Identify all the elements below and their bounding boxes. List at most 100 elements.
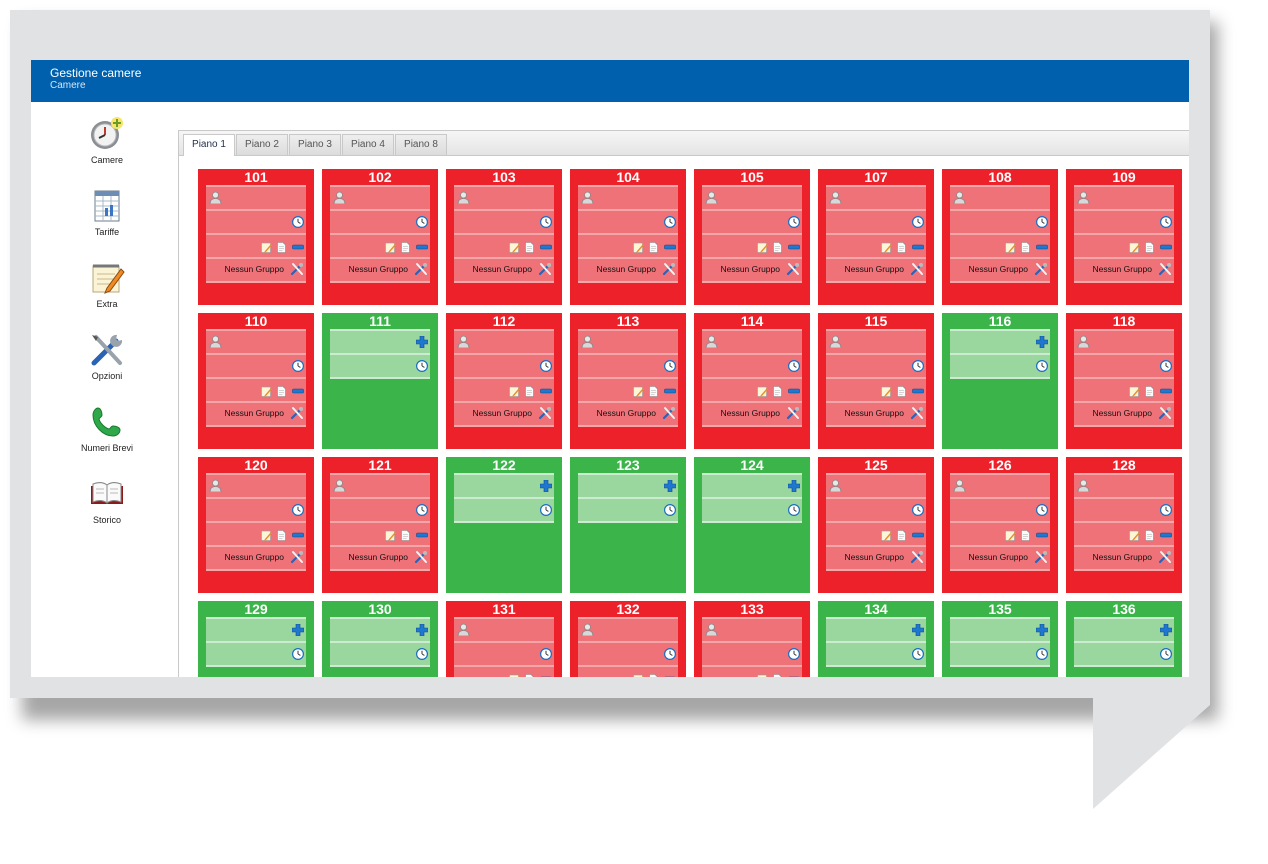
room-card[interactable]: 125 Nessun Gruppo xyxy=(818,457,934,593)
document-icon[interactable] xyxy=(1020,240,1031,253)
clock-icon[interactable] xyxy=(539,215,553,229)
room-card[interactable]: 104 Nessun Gruppo xyxy=(570,169,686,305)
minus-icon[interactable] xyxy=(540,384,552,396)
tools-icon[interactable] xyxy=(1158,406,1172,420)
room-card[interactable]: 115 Nessun Gruppo xyxy=(818,313,934,449)
clock-icon[interactable] xyxy=(1159,215,1173,229)
plus-icon[interactable] xyxy=(1035,623,1049,637)
clock-icon[interactable] xyxy=(1035,359,1049,373)
clock-icon[interactable] xyxy=(539,647,553,661)
document-icon[interactable] xyxy=(648,240,659,253)
tools-icon[interactable] xyxy=(1158,550,1172,564)
edit-note-icon[interactable] xyxy=(633,672,644,677)
clock-icon[interactable] xyxy=(415,503,429,517)
document-icon[interactable] xyxy=(276,528,287,541)
clock-icon[interactable] xyxy=(1159,647,1173,661)
edit-note-icon[interactable] xyxy=(1129,240,1140,253)
edit-note-icon[interactable] xyxy=(385,528,396,541)
clock-icon[interactable] xyxy=(911,503,925,517)
room-card[interactable]: 131Nessun Gruppo xyxy=(446,601,562,677)
room-card[interactable]: 132Nessun Gruppo xyxy=(570,601,686,677)
plus-icon[interactable] xyxy=(539,479,553,493)
room-card[interactable]: 121 Nessun Gruppo xyxy=(322,457,438,593)
room-card[interactable]: 114 Nessun Gruppo xyxy=(694,313,810,449)
room-card[interactable]: 124 xyxy=(694,457,810,593)
tab-piano-2[interactable]: Piano 2 xyxy=(236,134,288,155)
sidebar-item-opzioni[interactable]: Opzioni xyxy=(57,332,157,392)
room-card[interactable]: 105 Nessun Gruppo xyxy=(694,169,810,305)
document-icon[interactable] xyxy=(1020,528,1031,541)
edit-note-icon[interactable] xyxy=(1129,384,1140,397)
edit-note-icon[interactable] xyxy=(881,384,892,397)
minus-icon[interactable] xyxy=(664,384,676,396)
minus-icon[interactable] xyxy=(540,240,552,252)
room-card[interactable]: 120 Nessun Gruppo xyxy=(198,457,314,593)
room-card[interactable]: 126 Nessun Gruppo xyxy=(942,457,1058,593)
clock-icon[interactable] xyxy=(291,215,305,229)
plus-icon[interactable] xyxy=(787,479,801,493)
room-card[interactable]: 136 xyxy=(1066,601,1182,677)
sidebar-item-storico[interactable]: Storico xyxy=(57,476,157,536)
room-card[interactable]: 103 Nessun Gruppo xyxy=(446,169,562,305)
tools-icon[interactable] xyxy=(414,262,428,276)
clock-icon[interactable] xyxy=(415,647,429,661)
edit-note-icon[interactable] xyxy=(509,672,520,677)
room-card[interactable]: 129 xyxy=(198,601,314,677)
plus-icon[interactable] xyxy=(1035,335,1049,349)
tools-icon[interactable] xyxy=(662,262,676,276)
tools-icon[interactable] xyxy=(1034,550,1048,564)
clock-icon[interactable] xyxy=(663,215,677,229)
clock-icon[interactable] xyxy=(1035,647,1049,661)
minus-icon[interactable] xyxy=(416,240,428,252)
plus-icon[interactable] xyxy=(415,335,429,349)
tools-icon[interactable] xyxy=(910,262,924,276)
edit-note-icon[interactable] xyxy=(633,384,644,397)
document-icon[interactable] xyxy=(648,672,659,677)
document-icon[interactable] xyxy=(772,384,783,397)
room-card[interactable]: 135 xyxy=(942,601,1058,677)
room-card[interactable]: 112 Nessun Gruppo xyxy=(446,313,562,449)
clock-icon[interactable] xyxy=(1035,503,1049,517)
edit-note-icon[interactable] xyxy=(385,240,396,253)
plus-icon[interactable] xyxy=(291,623,305,637)
clock-icon[interactable] xyxy=(663,359,677,373)
document-icon[interactable] xyxy=(896,384,907,397)
edit-note-icon[interactable] xyxy=(757,672,768,677)
document-icon[interactable] xyxy=(648,384,659,397)
sidebar-item-numeri-brevi[interactable]: Numeri Brevi xyxy=(57,404,157,464)
clock-icon[interactable] xyxy=(663,503,677,517)
minus-icon[interactable] xyxy=(292,528,304,540)
sidebar-item-tariffe[interactable]: Tariffe xyxy=(57,188,157,248)
room-card[interactable]: 111 xyxy=(322,313,438,449)
tools-icon[interactable] xyxy=(1034,262,1048,276)
room-card[interactable]: 134 xyxy=(818,601,934,677)
room-card[interactable]: 109 Nessun Gruppo xyxy=(1066,169,1182,305)
room-card[interactable]: 107 Nessun Gruppo xyxy=(818,169,934,305)
clock-icon[interactable] xyxy=(787,503,801,517)
edit-note-icon[interactable] xyxy=(633,240,644,253)
minus-icon[interactable] xyxy=(540,672,552,677)
edit-note-icon[interactable] xyxy=(261,240,272,253)
minus-icon[interactable] xyxy=(912,528,924,540)
tools-icon[interactable] xyxy=(290,406,304,420)
tools-icon[interactable] xyxy=(538,262,552,276)
plus-icon[interactable] xyxy=(663,479,677,493)
document-icon[interactable] xyxy=(524,384,535,397)
document-icon[interactable] xyxy=(896,240,907,253)
sidebar-item-extra[interactable]: Extra xyxy=(57,260,157,320)
clock-icon[interactable] xyxy=(1035,215,1049,229)
edit-note-icon[interactable] xyxy=(1005,528,1016,541)
minus-icon[interactable] xyxy=(788,384,800,396)
minus-icon[interactable] xyxy=(1160,240,1172,252)
clock-icon[interactable] xyxy=(911,647,925,661)
document-icon[interactable] xyxy=(1144,240,1155,253)
clock-icon[interactable] xyxy=(663,647,677,661)
document-icon[interactable] xyxy=(400,240,411,253)
sidebar-item-camere[interactable]: Camere xyxy=(57,116,157,176)
room-card[interactable]: 113 Nessun Gruppo xyxy=(570,313,686,449)
document-icon[interactable] xyxy=(1144,528,1155,541)
room-card[interactable]: 110 Nessun Gruppo xyxy=(198,313,314,449)
clock-icon[interactable] xyxy=(539,359,553,373)
plus-icon[interactable] xyxy=(1159,623,1173,637)
clock-icon[interactable] xyxy=(539,503,553,517)
